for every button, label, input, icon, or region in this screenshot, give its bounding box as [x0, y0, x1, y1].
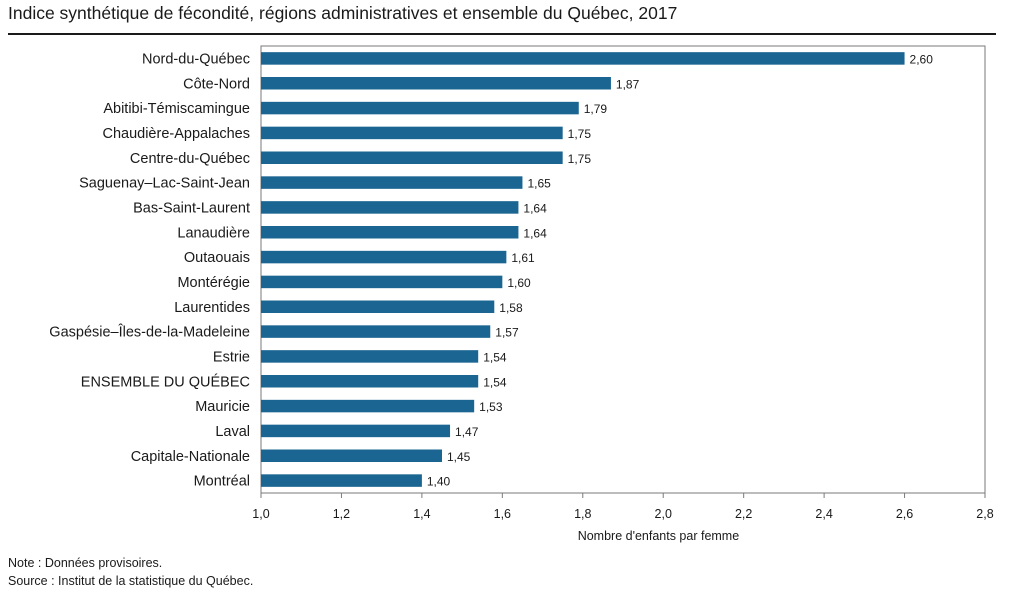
category-label: Laurentides	[174, 300, 250, 316]
category-label: Montérégie	[177, 275, 250, 291]
labels-layer: Nord-du-Québec 2,60 Côte-Nord 1,87 Abitibi-T…	[49, 51, 933, 489]
x-tick-label: 2,4	[815, 507, 832, 521]
value-label: 1,87	[616, 77, 640, 91]
value-label: 1,79	[584, 102, 608, 116]
bar	[261, 250, 507, 264]
value-label: 1,45	[447, 450, 471, 464]
source-label: Source :	[8, 574, 55, 588]
value-label: 1,75	[568, 152, 592, 166]
bar	[261, 275, 503, 289]
bar	[261, 176, 523, 189]
value-label: 1,53	[479, 400, 503, 414]
category-label: Côte-Nord	[183, 76, 250, 92]
bar	[261, 375, 479, 388]
bar	[261, 126, 563, 140]
category-label: Laval	[215, 424, 250, 440]
category-label: Centre-du-Québec	[130, 151, 250, 167]
value-label: 1,54	[483, 350, 507, 364]
notes: Note : Données provisoires. Source : Ins…	[8, 554, 253, 590]
category-label: Abitibi-Témiscamingue	[103, 101, 250, 117]
value-label: 1,75	[568, 127, 592, 141]
category-label: Mauricie	[195, 399, 250, 415]
x-tick-label: 2,6	[896, 507, 913, 521]
x-tick-label: 2,0	[655, 507, 672, 521]
bar	[261, 77, 611, 90]
category-label: Chaudière-Appalaches	[102, 126, 250, 142]
bar	[261, 151, 563, 164]
value-label: 1,64	[523, 226, 547, 240]
bar	[261, 424, 451, 438]
bar	[261, 101, 579, 115]
value-label: 1,54	[483, 375, 507, 389]
x-tick-label: 2,8	[976, 507, 993, 521]
value-label: 1,57	[495, 326, 519, 340]
source-text: Institut de la statistique du Québec.	[58, 574, 254, 588]
category-label: Gaspésie–Îles-de-la-Madeleine	[49, 324, 250, 341]
bar	[261, 449, 442, 462]
bar-chart: Nord-du-Québec 2,60 Côte-Nord 1,87 Abitibi-T…	[49, 45, 994, 543]
x-tick-label: 1,6	[494, 507, 511, 521]
note-label: Note :	[8, 556, 42, 570]
x-tick-label: 1,0	[252, 507, 269, 521]
bar	[261, 300, 495, 313]
value-label: 1,60	[507, 276, 531, 290]
value-label: 1,47	[455, 425, 479, 439]
x-tick-label: 1,8	[574, 507, 591, 521]
value-label: 1,58	[499, 301, 523, 315]
category-label: Saguenay–Lac-Saint-Jean	[79, 176, 250, 192]
bar	[261, 226, 519, 239]
bars-layer	[261, 52, 905, 487]
category-label: Estrie	[213, 349, 250, 365]
category-label: ENSEMBLE DU QUÉBEC	[81, 373, 250, 390]
value-label: 1,64	[523, 201, 547, 215]
x-tick-label: 1,2	[333, 507, 350, 521]
plot-frame-layer	[260, 45, 986, 494]
x-tick-label: 1,4	[413, 507, 430, 521]
bar	[261, 201, 519, 214]
category-label: Bas-Saint-Laurent	[133, 200, 250, 216]
category-label: Nord-du-Québec	[142, 51, 250, 67]
source-line: Source : Institut de la statistique du Q…	[8, 572, 253, 590]
plot-frame	[260, 45, 986, 494]
category-label: Montréal	[194, 474, 250, 490]
value-label: 2,60	[910, 52, 934, 66]
bar	[261, 399, 475, 413]
title-rule	[8, 33, 996, 35]
x-tick-label: 2,2	[735, 507, 752, 521]
category-label: Outaouais	[184, 250, 250, 266]
value-label: 1,40	[427, 475, 451, 489]
note-line: Note : Données provisoires.	[8, 554, 253, 572]
bar	[261, 474, 422, 487]
bar	[261, 52, 905, 65]
x-axis-title: Nombre d'enfants par femme	[578, 529, 740, 543]
ticks-layer: 1,0 1,2 1,4 1,6 1,8 2,0 2,2 2,4 2,6 2,8	[252, 493, 994, 521]
value-label: 1,65	[527, 177, 551, 191]
chart-title: Indice synthétique de fécondité, régions…	[8, 3, 678, 23]
value-label: 1,61	[511, 251, 535, 265]
bar	[261, 325, 491, 338]
bar	[261, 350, 479, 363]
category-label: Capitale-Nationale	[131, 449, 250, 465]
category-label: Lanaudière	[177, 225, 250, 241]
note-text: Données provisoires.	[44, 556, 163, 570]
